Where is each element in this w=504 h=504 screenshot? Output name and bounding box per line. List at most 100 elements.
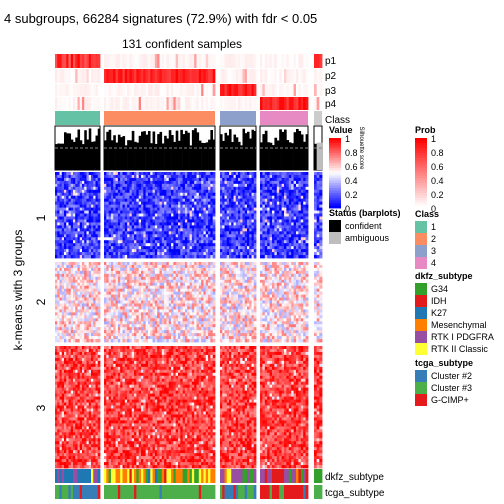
heat-cell bbox=[55, 273, 58, 278]
heat-cell bbox=[138, 267, 142, 272]
heat-cell bbox=[79, 252, 83, 256]
heat-cell bbox=[73, 267, 76, 272]
heat-cell bbox=[274, 192, 278, 197]
heat-cell bbox=[122, 288, 126, 293]
heat-cell bbox=[157, 288, 160, 293]
heat-cell bbox=[180, 249, 184, 253]
heat-cell bbox=[57, 306, 60, 310]
heat-cell bbox=[143, 276, 147, 281]
heat-cell bbox=[68, 192, 72, 197]
heat-cell bbox=[242, 174, 246, 179]
heat-cell bbox=[233, 177, 237, 182]
heat-cell bbox=[95, 270, 99, 275]
heat-cell bbox=[91, 195, 94, 200]
heat-cell bbox=[175, 228, 179, 232]
prob-cell bbox=[269, 54, 273, 68]
heat-cell bbox=[70, 219, 74, 223]
heat-cell bbox=[145, 207, 149, 211]
heat-cell bbox=[171, 240, 174, 244]
prob-cell bbox=[288, 84, 292, 96]
heat-cell bbox=[150, 234, 153, 238]
heat-cell bbox=[68, 279, 72, 284]
heat-cell bbox=[205, 198, 209, 203]
heat-cell bbox=[68, 216, 72, 220]
heat-cell bbox=[122, 312, 126, 316]
heat-cell bbox=[97, 243, 101, 247]
heat-cell bbox=[134, 225, 137, 229]
heat-cell bbox=[77, 219, 81, 223]
heat-cell bbox=[106, 270, 110, 275]
heat-cell bbox=[173, 201, 177, 206]
heat-cell bbox=[97, 318, 101, 322]
heat-cell bbox=[235, 186, 239, 191]
heat-cell bbox=[244, 210, 248, 214]
heat-cell bbox=[68, 264, 72, 269]
heat-cell bbox=[168, 297, 172, 301]
heat-cell bbox=[86, 288, 90, 293]
heat-cell bbox=[141, 222, 144, 226]
heat-cell bbox=[150, 198, 153, 203]
heat-cell bbox=[136, 222, 140, 226]
heat-cell bbox=[64, 291, 67, 295]
heat-cell bbox=[75, 213, 78, 217]
silhouette-bar bbox=[122, 136, 126, 170]
heat-cell bbox=[276, 186, 280, 191]
heat-cell bbox=[97, 172, 101, 176]
prob-cell bbox=[187, 69, 190, 83]
heat-cell bbox=[124, 249, 128, 253]
heat-cell bbox=[319, 192, 323, 197]
heat-cell bbox=[129, 300, 133, 304]
heat-cell bbox=[143, 237, 147, 241]
prob-cell bbox=[61, 84, 65, 96]
heat-cell bbox=[64, 228, 67, 232]
heat-cell bbox=[288, 228, 292, 232]
heat-cell bbox=[157, 291, 160, 295]
heat-cell bbox=[82, 252, 85, 256]
heat-cell bbox=[152, 255, 156, 259]
heat-cell bbox=[286, 216, 290, 220]
heat-cell bbox=[104, 174, 107, 179]
heat-cell bbox=[77, 288, 81, 293]
heat-cell bbox=[91, 255, 94, 259]
heat-cell bbox=[300, 213, 304, 217]
heat-cell bbox=[75, 294, 78, 298]
heat-cell bbox=[86, 225, 90, 229]
heat-cell bbox=[159, 312, 163, 316]
heat-cell bbox=[222, 174, 225, 179]
heat-cell bbox=[127, 189, 130, 194]
heat-cell bbox=[66, 204, 69, 208]
heat-cell bbox=[95, 306, 99, 310]
heat-cell bbox=[229, 183, 232, 188]
heat-cell bbox=[91, 240, 94, 244]
prob-cell bbox=[108, 69, 112, 83]
heat-cell bbox=[253, 201, 257, 206]
heat-cell bbox=[115, 174, 119, 179]
heat-cell bbox=[113, 219, 116, 223]
heat-cell bbox=[164, 228, 167, 232]
heat-cell bbox=[59, 210, 63, 214]
heat-cell bbox=[64, 246, 67, 250]
heat-cell bbox=[173, 207, 177, 211]
heat-cell bbox=[187, 177, 190, 182]
heat-cell bbox=[115, 282, 119, 287]
heat-cell bbox=[240, 186, 243, 191]
heat-cell bbox=[180, 207, 184, 211]
heat-cell bbox=[152, 180, 156, 185]
heat-cell bbox=[82, 204, 85, 208]
heat-cell bbox=[88, 282, 92, 287]
heat-cell bbox=[104, 276, 107, 281]
heat-cell bbox=[298, 174, 302, 179]
heat-cell bbox=[152, 195, 156, 200]
heat-cell bbox=[93, 183, 96, 188]
heat-cell bbox=[136, 297, 140, 301]
heat-cell bbox=[319, 210, 323, 214]
heat-cell bbox=[70, 288, 74, 293]
heat-cell bbox=[293, 189, 297, 194]
heat-cell bbox=[115, 273, 119, 278]
heat-cell bbox=[55, 276, 58, 281]
heat-cell bbox=[159, 285, 163, 290]
heat-cell bbox=[106, 315, 110, 319]
heat-cell bbox=[117, 300, 121, 304]
heat-cell bbox=[175, 195, 179, 200]
heat-cell bbox=[264, 225, 268, 229]
